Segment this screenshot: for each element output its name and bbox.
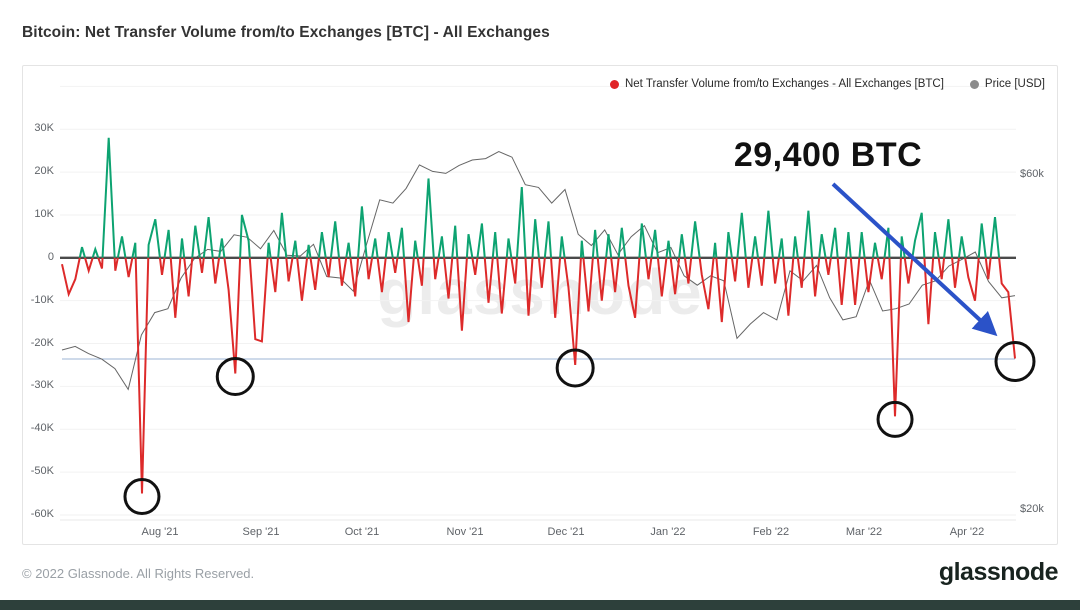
- legend-dot-red-icon: [609, 79, 619, 89]
- bottom-accent-bar: [0, 600, 1080, 610]
- y-axis-left-tick: -60K: [30, 507, 54, 520]
- x-axis-tick: Mar '22: [845, 526, 883, 538]
- highlight-circle-icon: [123, 478, 161, 516]
- highlight-circle-icon: [555, 348, 595, 388]
- y-axis-right-tick: $60k: [1020, 167, 1044, 180]
- y-axis-left-tick: 30K: [34, 122, 54, 135]
- highlight-circle-icon: [215, 357, 255, 397]
- highlight-circle-icon: [994, 341, 1036, 383]
- legend-item-price[interactable]: Price [USD]: [969, 78, 1045, 90]
- glassnode-logo[interactable]: glassnode: [938, 558, 1059, 586]
- y-axis-left-tick: -30K: [30, 379, 54, 392]
- x-axis-tick: Dec '21: [547, 526, 585, 538]
- y-axis-left-tick: -20K: [30, 336, 54, 349]
- x-axis-tick: Aug '21: [141, 526, 179, 538]
- y-axis-right-tick: $20k: [1020, 503, 1044, 515]
- legend-item-net-transfer[interactable]: Net Transfer Volume from/to Exchanges - …: [609, 78, 944, 90]
- x-axis-tick: Apr '22: [949, 526, 985, 538]
- x-axis-tick: Feb '22: [752, 526, 790, 538]
- highlight-circle-icon: [876, 400, 914, 438]
- y-axis-left-tick: 10K: [34, 207, 54, 220]
- x-axis-tick: Oct '21: [344, 526, 380, 538]
- y-axis-left-tick: -40K: [30, 422, 54, 435]
- gridlines: [60, 85, 1016, 516]
- legend-label: Net Transfer Volume from/to Exchanges - …: [624, 78, 944, 90]
- annotation-arrow-icon: [831, 182, 998, 337]
- net-transfer-line-positive: [78, 137, 1001, 258]
- y-axis-left-tick: 20K: [34, 165, 54, 178]
- x-axis-tick: Nov '21: [446, 526, 484, 538]
- x-axis-tick: Jan '22: [650, 526, 686, 538]
- btc-amount-annotation: 29,400 BTC: [733, 136, 923, 174]
- footer-copyright: © 2022 Glassnode. All Rights Reserved.: [22, 566, 255, 581]
- chart-card: Net Transfer Volume from/to Exchanges - …: [22, 65, 1058, 545]
- y-axis-left-tick: -10K: [30, 293, 54, 306]
- highlight-circles: [123, 341, 1036, 516]
- page-title: Bitcoin: Net Transfer Volume from/to Exc…: [22, 24, 550, 41]
- chart-legend: Net Transfer Volume from/to Exchanges - …: [609, 78, 1045, 90]
- y-axis-left-tick: 0: [47, 250, 54, 263]
- legend-label: Price [USD]: [984, 78, 1045, 90]
- net-transfer-line-negative: [61, 257, 1016, 494]
- legend-dot-gray-icon: [969, 79, 979, 89]
- y-axis-left-tick: -50K: [30, 465, 54, 478]
- x-axis-tick: Sep '21: [242, 526, 280, 538]
